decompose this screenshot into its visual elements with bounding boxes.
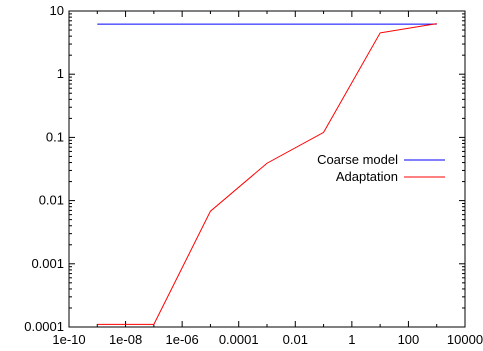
- axis-ticks: [68, 10, 466, 328]
- plot-frame: [68, 10, 466, 328]
- y-tick-label: 1: [57, 66, 64, 81]
- y-tick-label: 0.01: [39, 193, 64, 208]
- y-tick-label: 0.001: [31, 256, 64, 271]
- legend-label: Coarse model: [317, 152, 398, 167]
- x-tick-label: 100: [398, 332, 420, 347]
- legend-label: Adaptation: [336, 169, 398, 184]
- x-tick-label: 0.01: [283, 332, 308, 347]
- series-lines: [97, 23, 437, 325]
- y-tick-label: 0.1: [46, 129, 64, 144]
- x-tick-label: 0.0001: [219, 332, 259, 347]
- axis-tick-labels: 1e-10 1e-08 1e-06 0.0001 0.01 1 100 10000 0.0001…: [24, 3, 483, 347]
- x-tick-label: 1e-10: [52, 332, 85, 347]
- legend: Coarse model Adaptation: [317, 152, 445, 184]
- series-line-adaptation: [97, 23, 437, 325]
- y-tick-label: 10: [50, 3, 64, 18]
- x-tick-label: 10000: [447, 332, 483, 347]
- y-tick-label: 0.0001: [24, 319, 64, 334]
- x-tick-label: 1e-06: [166, 332, 199, 347]
- x-tick-label: 1: [348, 332, 355, 347]
- x-tick-label: 1e-08: [109, 332, 142, 347]
